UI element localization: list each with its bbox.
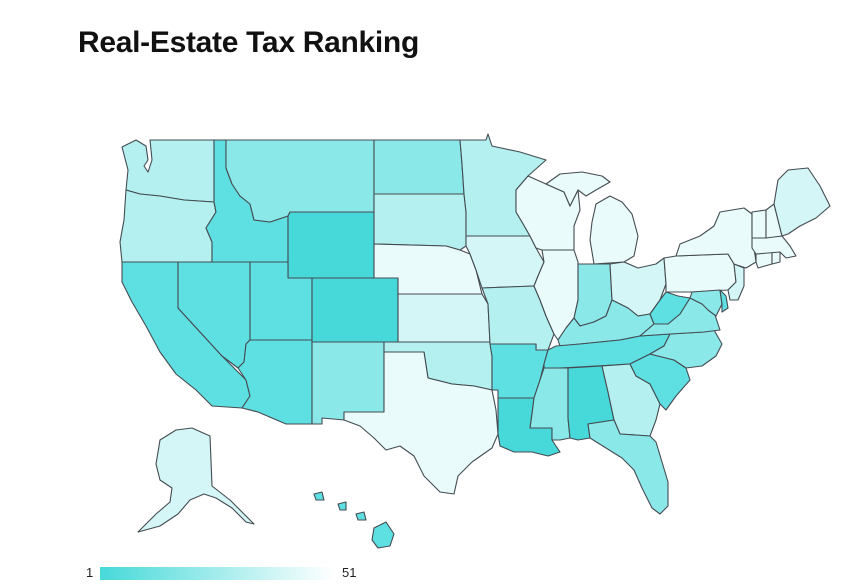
state-hawaii-island-kauai[interactable] <box>313 491 325 501</box>
state-nebraska[interactable] <box>373 243 483 295</box>
state-connecticut[interactable] <box>755 251 773 269</box>
state-massachusetts[interactable] <box>751 235 797 259</box>
state-oregon[interactable] <box>119 189 217 263</box>
state-florida[interactable] <box>587 419 669 515</box>
legend-max-label: 51 <box>342 565 357 580</box>
state-kansas[interactable] <box>397 293 491 343</box>
state-michigan[interactable] <box>545 171 639 265</box>
state-texas[interactable] <box>343 351 499 495</box>
state-delaware[interactable] <box>719 289 729 313</box>
state-hawaii-group <box>313 491 395 549</box>
state-new-jersey[interactable] <box>727 263 745 301</box>
state-hawaii-island-oahu[interactable] <box>337 501 347 511</box>
state-south-dakota[interactable] <box>373 193 467 251</box>
state-arizona[interactable] <box>237 339 313 425</box>
state-rhode-island[interactable] <box>771 251 781 265</box>
state-alaska[interactable] <box>137 427 255 533</box>
map-title: Real-Estate Tax Ranking <box>78 26 419 59</box>
us-choropleth-map <box>119 133 831 549</box>
state-maine[interactable] <box>773 167 831 237</box>
state-pennsylvania[interactable] <box>663 253 737 293</box>
state-hawaii[interactable] <box>371 521 395 549</box>
state-north-dakota[interactable] <box>373 139 465 195</box>
state-wyoming[interactable] <box>287 211 375 279</box>
legend-gradient-bar <box>100 567 334 580</box>
legend-min-label: 1 <box>86 565 94 580</box>
state-colorado[interactable] <box>311 277 399 343</box>
state-vermont[interactable] <box>751 209 767 239</box>
color-legend: 1 51 <box>86 562 376 584</box>
state-hawaii-island-maui[interactable] <box>355 511 367 521</box>
